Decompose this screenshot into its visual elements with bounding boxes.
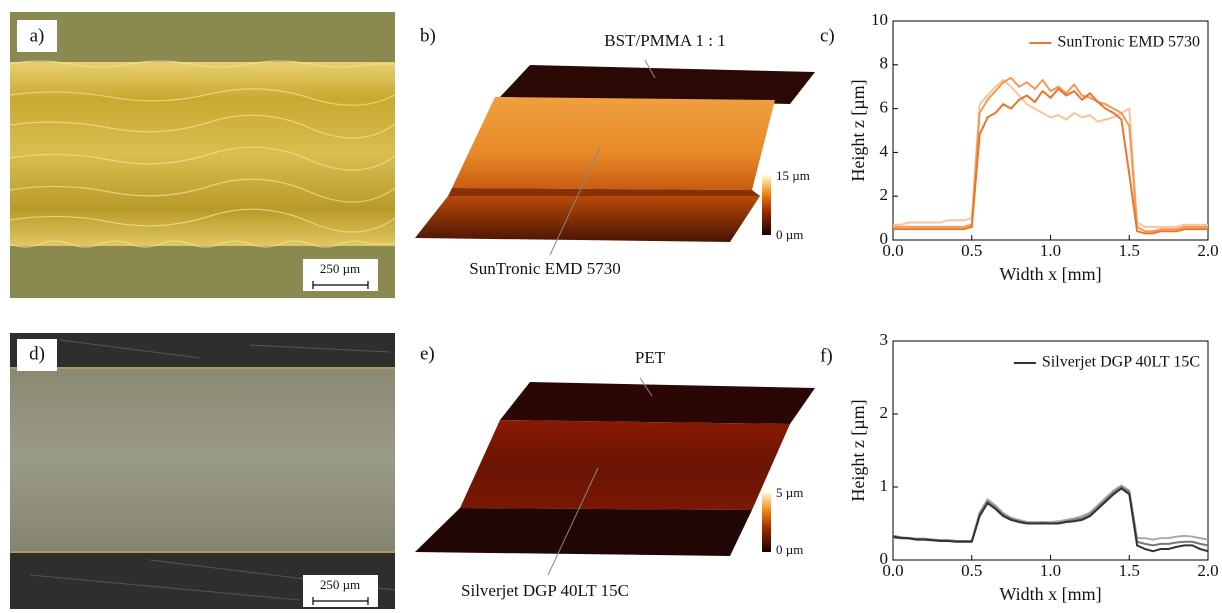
y-tick-label: 6	[880, 98, 889, 117]
figure: a) 250 µm d) 250 µm b) BST/PMMA 1 : 1 Su…	[0, 0, 1222, 613]
y-tick-label: 1	[880, 476, 889, 495]
y-tick-label: 0	[880, 549, 889, 568]
bottom-label: Silverjet DGP 40LT 15C	[461, 581, 629, 600]
layer-top	[460, 420, 790, 510]
colorbar	[762, 492, 771, 552]
top-label: PET	[635, 348, 666, 367]
y-tick-label: 2	[880, 185, 889, 204]
data-line	[893, 78, 1208, 231]
substrate-front	[415, 508, 752, 556]
y-tick-label: 8	[880, 54, 889, 73]
x-tick-label: 1.5	[1119, 241, 1140, 260]
panel-label: e)	[420, 343, 435, 364]
legend-label: SunTronic EMD 5730	[1057, 34, 1200, 51]
panel-label: d)	[29, 343, 45, 364]
top-label: BST/PMMA 1 : 1	[604, 31, 725, 50]
data-line	[893, 486, 1208, 542]
panel-b: b) BST/PMMA 1 : 1 SunTronic EMD 5730 15 …	[415, 25, 815, 278]
x-tick-label: 2.0	[1197, 241, 1218, 260]
plot-frame	[893, 341, 1208, 560]
colorbar-max: 15 µm	[776, 168, 810, 183]
y-tick-label: 3	[880, 330, 889, 349]
data-line	[893, 80, 1208, 227]
legend-label: Silverjet DGP 40LT 15C	[1042, 354, 1200, 371]
panel-a: a) 250 µm	[10, 12, 395, 298]
y-tick-label: 10	[871, 10, 888, 29]
data-line	[893, 89, 1208, 234]
bottom-label: SunTronic EMD 5730	[469, 259, 620, 278]
panel-e: e) PET Silverjet DGP 40LT 15C 5 µm 0 µm	[415, 343, 815, 600]
x-tick-label: 0.5	[961, 241, 982, 260]
y-axis-label: Height z [µm]	[848, 79, 868, 181]
substrate-front	[415, 196, 760, 242]
panel-d: d) 250 µm	[10, 333, 395, 609]
printed-line	[10, 368, 395, 552]
plot-frame	[893, 21, 1208, 240]
y-axis-label: Height z [µm]	[848, 399, 868, 501]
y-tick-label: 4	[880, 141, 889, 160]
x-tick-label: 0.5	[961, 561, 982, 580]
scale-bar-label: 250 µm	[320, 577, 360, 592]
data-line	[893, 487, 1208, 545]
x-axis-label: Width x [mm]	[999, 584, 1101, 604]
y-tick-label: 0	[880, 229, 889, 248]
colorbar-min: 0 µm	[776, 227, 803, 242]
panel-label: f)	[820, 345, 833, 366]
x-tick-label: 1.5	[1119, 561, 1140, 580]
x-tick-label: 2.0	[1197, 561, 1218, 580]
data-line	[893, 489, 1208, 552]
panel-label: c)	[820, 25, 835, 46]
colorbar-max: 5 µm	[776, 485, 803, 500]
colorbar-min: 0 µm	[776, 542, 803, 557]
scale-bar-label: 250 µm	[320, 261, 360, 276]
layer-top	[452, 97, 775, 190]
substrate-back	[500, 382, 815, 424]
colorbar	[762, 175, 771, 235]
panel-label: b)	[420, 25, 436, 46]
y-tick-label: 2	[880, 403, 889, 422]
x-tick-label: 1.0	[1040, 561, 1061, 580]
x-axis-label: Width x [mm]	[999, 264, 1101, 284]
panel-label: a)	[30, 25, 45, 46]
x-tick-label: 1.0	[1040, 241, 1061, 260]
